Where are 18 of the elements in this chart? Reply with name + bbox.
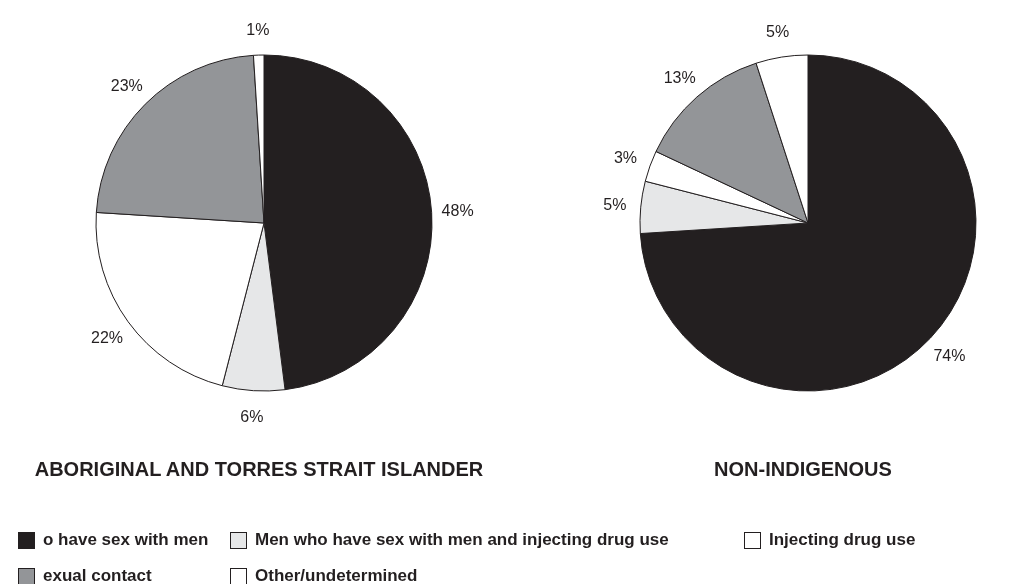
legend-label: Other/undetermined <box>255 566 418 584</box>
data-label: 74% <box>933 347 966 365</box>
pie-slice <box>639 54 977 392</box>
data-label: 13% <box>663 68 696 86</box>
data-label: 3% <box>613 148 638 166</box>
text: NON-INDIGENOUS <box>714 458 892 481</box>
data-label: 48% <box>441 202 474 220</box>
legend-label: o have sex with men <box>43 530 209 550</box>
legend-label: Men who have sex with men and injecting drug use <box>255 530 669 550</box>
legend-label: exual contact <box>43 566 152 584</box>
data-label: 1% <box>246 20 270 38</box>
legend-label: Injecting drug use <box>769 530 916 550</box>
data-label: 5% <box>603 196 627 214</box>
data-label: 23% <box>110 77 143 95</box>
data-label: 5% <box>766 22 790 40</box>
data-label: 22% <box>91 328 124 346</box>
text: ABORIGINAL AND TORRES STRAIT ISLANDER <box>34 458 484 481</box>
data-label: 6% <box>240 408 264 426</box>
